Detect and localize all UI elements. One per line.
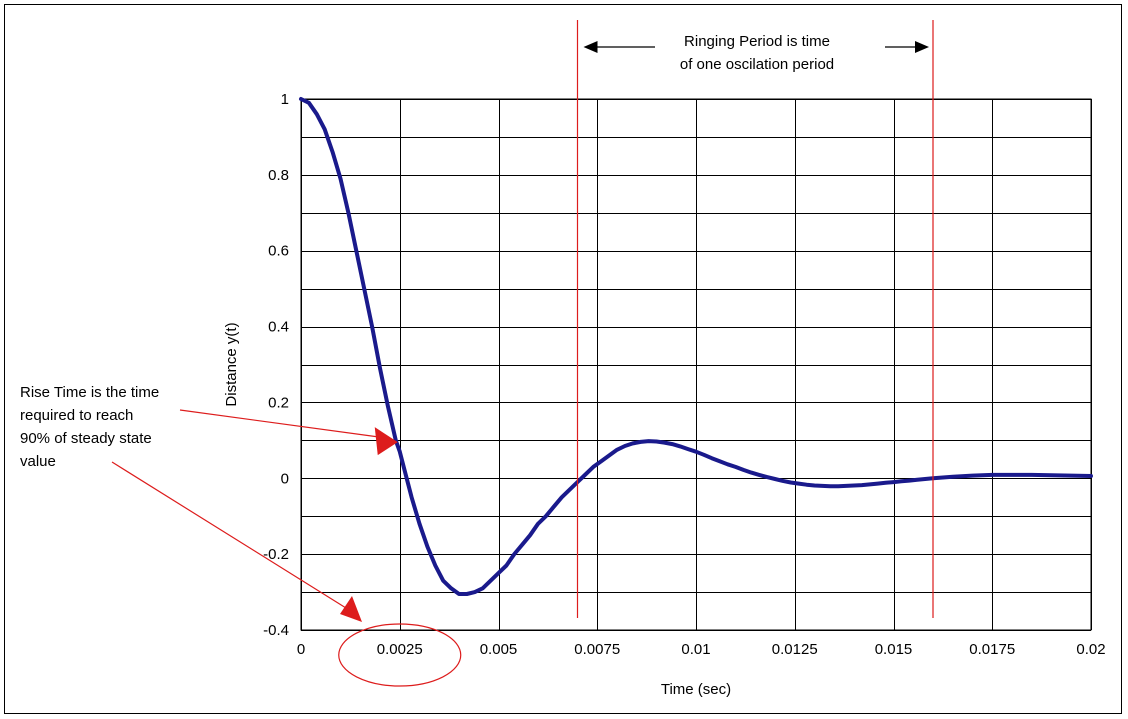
x-tick-label: 0 [297,641,305,658]
rise-point-arrow [179,409,380,438]
arrowhead-icon [374,427,398,456]
rise-tick-arrow [111,461,347,609]
x-tick-label: 0.0075 [574,641,620,658]
y-tick-label: -0.4 [263,622,289,639]
x-tick-label: 0.0025 [377,641,423,658]
y-tick-label: 1 [281,91,289,108]
x-tick-label: 0.0175 [969,641,1015,658]
x-tick-label: 0.01 [681,641,710,658]
arrowhead-icon [915,41,929,53]
y-tick-label: 0 [281,470,289,487]
x-tick-label: 0.015 [875,641,913,658]
rise-time-note: Rise Time is the time [20,384,159,401]
x-tick-label: 0.005 [480,641,518,658]
response-curve [299,97,1093,596]
x-tick-label: 0.02 [1076,641,1105,658]
arrowhead-icon [583,41,598,53]
rise-time-note: 90% of steady state [20,430,152,447]
y-tick-label: 0.4 [268,319,289,336]
y-tick-label: 0.8 [268,167,289,184]
y-tick-label: -0.2 [263,546,289,563]
x-tick-label: 0.0125 [772,641,818,658]
x-axis-label: Time (sec) [661,681,731,698]
y-axis-label: Distance y(t) [223,322,240,406]
rise-time-note: required to reach [20,407,133,424]
ringing-period-note: Ringing Period is time [684,33,830,50]
y-tick-label: 0.2 [268,394,289,411]
ringing-period-note: of one oscilation period [680,56,834,73]
rise-tick-highlight [338,623,462,687]
y-tick-label: 0.6 [268,243,289,260]
arrowhead-icon [340,596,362,622]
grid-lines [301,99,1092,631]
rise-time-note: value [20,453,56,470]
